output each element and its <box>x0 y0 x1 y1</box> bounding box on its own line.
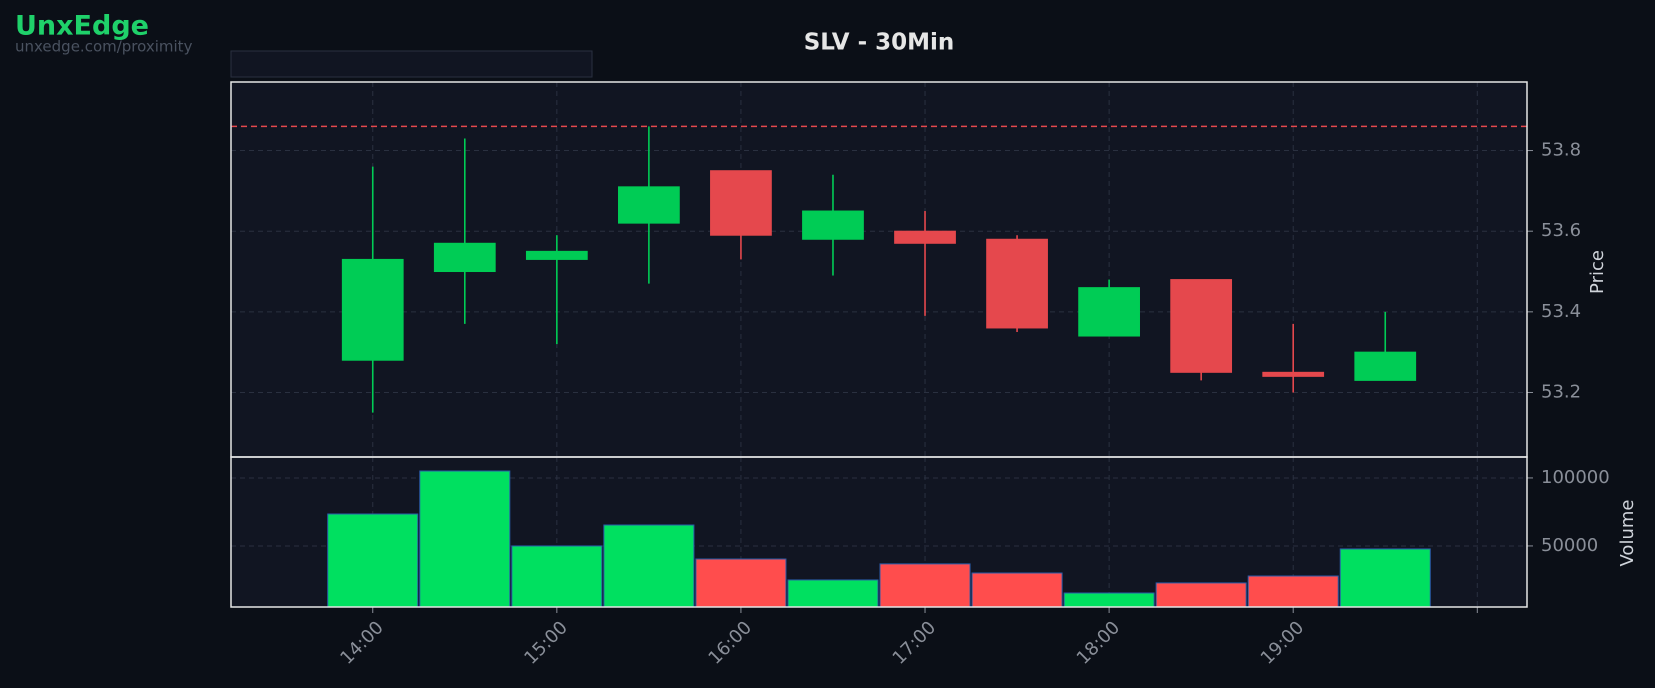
volume-bar <box>879 563 971 608</box>
y-tick-label: 53.4 <box>1541 301 1581 322</box>
candle-body <box>1262 371 1325 377</box>
y-axis-label: Volume <box>1617 500 1638 567</box>
candle-body <box>525 250 588 260</box>
volume-bar <box>1247 575 1339 608</box>
candle-body <box>986 238 1048 329</box>
legend <box>230 50 593 78</box>
candle-body <box>710 170 772 236</box>
candle-body <box>1078 287 1140 337</box>
volume-bar <box>1063 592 1155 608</box>
y-tick-label: 100000 <box>1541 467 1610 488</box>
y-tick-label: 53.2 <box>1541 381 1581 402</box>
chart-title: SLV - 30Min <box>804 30 955 56</box>
y-axis-label: Price <box>1587 250 1608 294</box>
volume-frame <box>230 456 1528 608</box>
volume-bar <box>511 545 603 608</box>
candle-body <box>1170 279 1233 373</box>
volume-bar <box>603 524 695 608</box>
candle-body <box>802 210 864 240</box>
volume-bar <box>419 470 511 608</box>
candle-body <box>894 230 956 244</box>
volume-bar <box>695 558 787 608</box>
volume-bar <box>971 572 1063 608</box>
volume-bar <box>787 579 879 608</box>
volume-bar <box>1339 548 1431 608</box>
y-tick-label: 50000 <box>1541 535 1598 556</box>
volume-bar <box>327 513 419 608</box>
candle-body <box>618 186 680 224</box>
candle-body <box>1354 351 1417 381</box>
brand-url: unxedge.com/proximity <box>15 38 193 56</box>
candle-body <box>341 258 404 361</box>
y-tick-label: 53.8 <box>1541 140 1581 161</box>
y-tick-label: 53.6 <box>1541 220 1581 241</box>
price-panel <box>231 82 1527 457</box>
volume-bar <box>1155 582 1247 608</box>
candle-body <box>433 242 496 273</box>
brand-name: UnxEdge <box>15 11 149 42</box>
hlines <box>231 125 1527 128</box>
